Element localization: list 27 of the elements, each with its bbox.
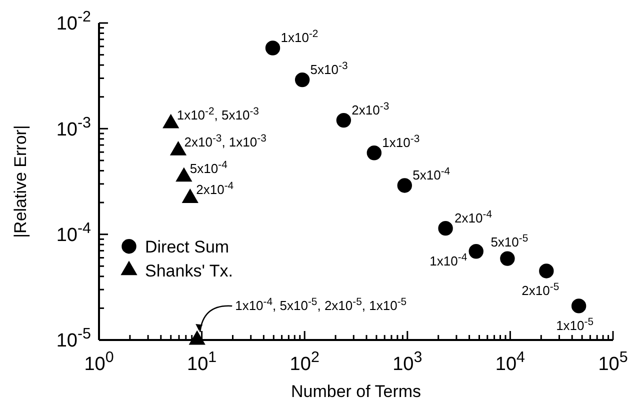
annotation: 5x10$^{-4}$ xyxy=(190,159,228,176)
annotation: 1x10$^{-2}$ xyxy=(280,28,318,45)
annotation: 2x10$^{-4}$ xyxy=(454,208,492,226)
annotation: 1x10$^{-3}$ xyxy=(382,133,420,150)
annotation: 2x10$^{-3}$, 1x10$^{-3}$ xyxy=(184,133,267,150)
legend-label: Direct Sum xyxy=(145,237,230,256)
annotation: 5x10$^{-5}$ xyxy=(490,233,528,250)
annotation: 5x10$^{-3}$ xyxy=(310,60,348,77)
x-tick-label: 10$^{4}$ xyxy=(495,348,525,375)
x-tick-label: 10$^{2}$ xyxy=(290,348,320,375)
y-tick-label: 10$^{-4}$ xyxy=(56,219,91,246)
y-tick-label: 10$^{-2}$ xyxy=(56,8,91,35)
x-tick-label: 10$^{1}$ xyxy=(187,348,217,375)
annotation: 5x10$^{-4}$ xyxy=(412,166,450,182)
annotation: 2x10$^{-4}$ xyxy=(196,180,234,198)
annotation: 1x10$^{-4}$ xyxy=(430,252,468,268)
x-tick-label: 10$^{3}$ xyxy=(392,348,422,375)
annotation: 2x10$^{-3}$ xyxy=(352,100,390,118)
y-axis-title: |Relative Error| xyxy=(11,125,30,238)
x-tick-label: 10$^{5}$ xyxy=(598,348,628,375)
annotation: 1x10$^{-2}$, 5x10$^{-3}$ xyxy=(176,106,260,122)
annotation: 2x10$^{-5}$ xyxy=(522,281,560,298)
annotation: 1x10$^{-4}$, 5x10$^{-5}$, 2x10$^{-5}$, 1x10$^{-5}$ xyxy=(235,296,407,313)
legend-label: Shanks' Tx. xyxy=(145,261,233,280)
annotation: 1x10$^{-5}$ xyxy=(556,316,594,333)
y-tick-label: 10$^{-3}$ xyxy=(56,114,91,140)
x-axis-title: Number of Terms xyxy=(290,382,422,401)
